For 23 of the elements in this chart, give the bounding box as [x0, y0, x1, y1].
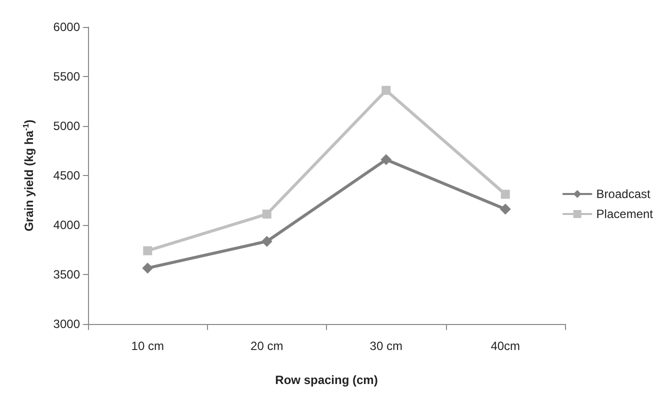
- x-tick-label: 30 cm: [370, 339, 402, 353]
- y-axis-title: Grain yield (kg ha-1): [22, 120, 36, 232]
- legend-label: Placement: [596, 207, 654, 221]
- x-tick-label: 20 cm: [250, 339, 284, 353]
- y-tick-label: 4000: [53, 218, 80, 232]
- point: [142, 262, 154, 274]
- point: [500, 204, 511, 215]
- y-tick-label: 5500: [53, 70, 80, 84]
- x-axis-title: Row spacing (cm): [275, 373, 378, 387]
- y-tick-label: 3000: [53, 317, 80, 331]
- y-tick-label: 3500: [53, 268, 80, 282]
- x-tick-label: 10 cm: [131, 339, 164, 353]
- y-tick-label: 4500: [53, 168, 80, 182]
- y-tick-label: 6000: [53, 20, 80, 34]
- point: [262, 210, 272, 219]
- point: [380, 154, 392, 166]
- point: [261, 236, 272, 247]
- point: [143, 246, 152, 256]
- y-tick-label: 5000: [53, 119, 80, 133]
- legend-label: Broadcast: [596, 187, 651, 201]
- x-tick-label: 40cm: [490, 339, 520, 353]
- point: [382, 86, 391, 95]
- point: [500, 190, 510, 199]
